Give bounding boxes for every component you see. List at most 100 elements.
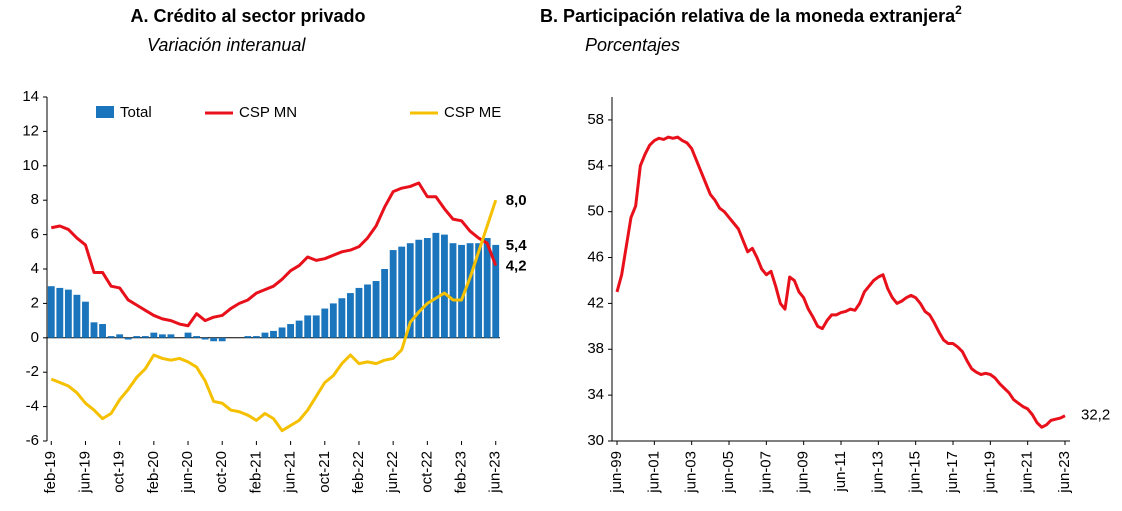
y-tick-label: 42 [587, 294, 604, 311]
bar [116, 334, 124, 338]
x-tick-label: oct-21 [316, 451, 333, 493]
bar [218, 337, 226, 342]
bar [210, 337, 218, 342]
bar [261, 332, 269, 338]
bar [124, 337, 132, 340]
y-tick-label: 4 [31, 260, 39, 277]
bar [329, 303, 337, 338]
x-tick-label: feb-22 [350, 451, 367, 494]
bar [287, 324, 295, 338]
bar [64, 289, 72, 338]
bar [458, 244, 465, 338]
bar [338, 298, 346, 338]
bar [423, 238, 431, 338]
x-tick-label: oct-20 [213, 451, 230, 493]
x-tick-label: jun-20 [179, 451, 196, 494]
title-text: B. Participación relativa de la moneda e… [540, 6, 956, 26]
bar [193, 336, 200, 338]
bar [270, 330, 277, 338]
x-tick-label: jun-21 [1019, 451, 1036, 494]
bar [184, 332, 192, 338]
bar [321, 308, 329, 338]
chart-subtitle: Variación interanual [147, 35, 306, 55]
y-tick-label: 6 [31, 226, 39, 243]
legend-label: Total [120, 104, 152, 121]
chart-subtitle: Porcentajes [585, 35, 680, 55]
x-tick-label: jun-19 [76, 451, 93, 494]
chart-title: B. Participación relativa de la moneda e… [540, 3, 962, 26]
x-tick-label: jun-03 [683, 451, 700, 494]
x-tick-label: jun-17 [944, 451, 961, 494]
bar [141, 336, 149, 338]
end-label: 8,0 [506, 192, 527, 209]
legend-swatch [96, 106, 114, 118]
bar [355, 287, 363, 338]
bar [56, 287, 64, 338]
x-tick-label: oct-22 [418, 451, 435, 493]
bar [466, 243, 474, 338]
legend-label: CSP MN [239, 104, 297, 121]
x-tick-label: feb-23 [453, 451, 470, 494]
y-tick-label: -4 [26, 398, 39, 415]
y-tick-label: 58 [587, 111, 604, 128]
bar [347, 293, 354, 338]
x-tick-label: jun-23 [487, 451, 504, 494]
x-tick-label: jun-01 [645, 451, 662, 494]
bar [398, 246, 406, 338]
bar [483, 238, 491, 338]
bar [406, 243, 414, 338]
end-label: 5,4 [506, 237, 528, 254]
bar [201, 337, 209, 340]
bar [364, 284, 371, 338]
chart-title: A. Crédito al sector privado [130, 6, 365, 26]
title-superscript: 2 [955, 3, 962, 17]
line [50, 181, 498, 328]
end-label: 4,2 [506, 258, 527, 275]
x-tick-label: feb-21 [247, 451, 264, 494]
y-tick-label: 46 [587, 249, 604, 266]
y-tick-label: 34 [587, 386, 604, 403]
bar [278, 327, 286, 338]
bar [90, 322, 98, 338]
x-tick-label: jun-09 [795, 451, 812, 494]
bar [449, 243, 457, 338]
x-tick-label: jun-11 [832, 451, 849, 493]
bar [133, 336, 141, 338]
bar [150, 332, 158, 338]
x-tick-label: jun-05 [720, 451, 737, 494]
bar [415, 239, 423, 338]
y-tick-label: 2 [31, 294, 39, 311]
y-tick-label: -2 [26, 363, 39, 380]
y-tick-label: 50 [587, 203, 604, 220]
bar [475, 243, 483, 338]
x-tick-label: oct-19 [111, 451, 128, 493]
bar [441, 234, 448, 338]
bar [244, 336, 252, 338]
bar [304, 315, 312, 338]
bar [107, 336, 115, 338]
bar [47, 286, 55, 338]
x-tick-label: jun-13 [869, 451, 886, 494]
line [50, 199, 498, 433]
bar [372, 281, 380, 338]
x-tick-label: jun-15 [907, 451, 924, 494]
y-tick-label: 8 [31, 191, 39, 208]
y-tick-label: 38 [587, 340, 604, 357]
x-tick-label: jun-21 [282, 451, 299, 494]
bar [82, 301, 89, 338]
x-tick-label: feb-19 [42, 451, 59, 494]
y-tick-label: 54 [587, 157, 604, 174]
bar [158, 334, 166, 338]
bar [252, 336, 260, 338]
y-tick-label: 30 [587, 432, 604, 449]
bar [295, 320, 303, 338]
legend-label: CSP ME [444, 104, 501, 121]
bar [73, 294, 81, 338]
x-tick-label: jun-23 [1056, 451, 1073, 494]
bar [389, 250, 397, 338]
y-tick-label: 14 [22, 88, 39, 105]
x-tick-label: feb-20 [145, 451, 162, 494]
bar [99, 324, 106, 338]
x-tick-label: jun-22 [384, 451, 401, 494]
